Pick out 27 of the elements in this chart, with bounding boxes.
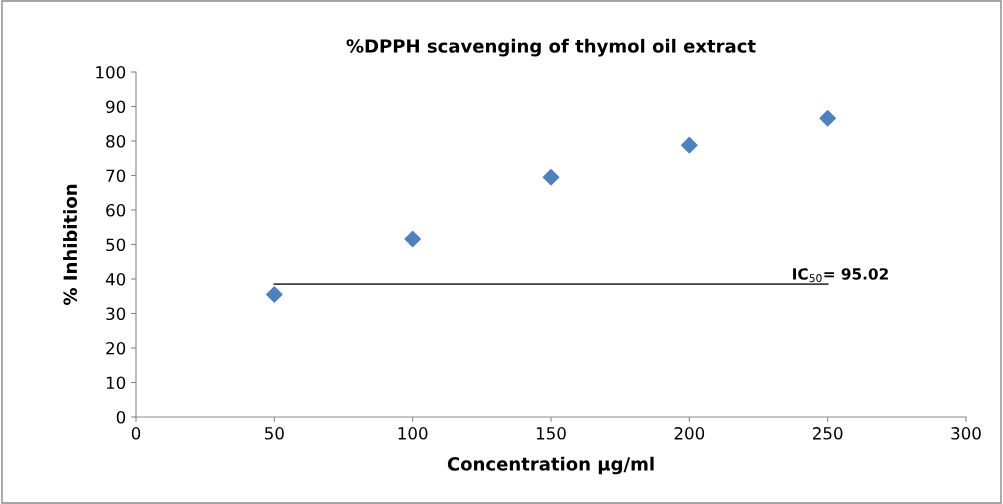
y-tick-label: 60	[106, 203, 126, 217]
y-tick-label: 10	[106, 376, 126, 390]
x-tick-label: 0	[131, 427, 141, 440]
y-tick-label: 20	[106, 341, 126, 355]
y-tick-label: 70	[106, 169, 126, 183]
y-tick-label: 100	[96, 65, 126, 79]
point	[681, 136, 698, 154]
x-tick-label: 150	[536, 427, 566, 440]
x-tick-label: 50	[265, 427, 284, 440]
x-axis-title: Concentration µg/ml	[447, 456, 654, 475]
point	[266, 286, 283, 303]
point	[819, 109, 836, 127]
x-tick-label: 100	[398, 427, 428, 440]
y-tick-label: 80	[106, 134, 126, 148]
chart-title: %DPPH scavenging of thymol oil extract	[346, 38, 756, 57]
x-tick-label: 300	[951, 427, 981, 440]
point	[404, 230, 421, 248]
y-tick-label: 0	[116, 410, 126, 424]
y-tick-label: 30	[106, 307, 126, 321]
annotation: IC$_{50}$= 95.02	[793, 268, 888, 283]
x-tick-label: 200	[674, 427, 705, 440]
y-tick-label: 40	[105, 272, 126, 286]
point	[542, 168, 560, 186]
y-axis-title: % Inhibition	[63, 184, 78, 306]
y-tick-label: 90	[106, 100, 126, 114]
y-tick-label: 50	[106, 238, 126, 252]
x-tick-label: 250	[812, 427, 843, 440]
